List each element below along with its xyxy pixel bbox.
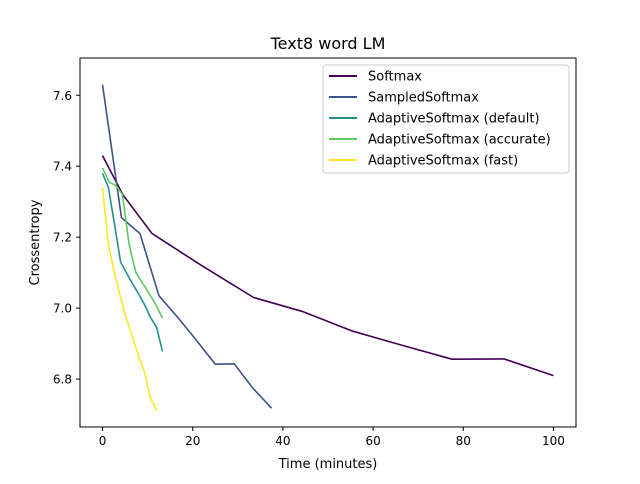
legend-label-4: AdaptiveSoftmax (fast)	[368, 154, 518, 169]
x-tick-label-5: 100	[542, 434, 565, 448]
x-tick-label-2: 40	[275, 434, 290, 448]
series-line-4	[101, 187, 158, 412]
y-tick-label-2: 7.2	[53, 231, 72, 245]
series-line-0	[101, 155, 554, 377]
x-axis-label: Time (minutes)	[278, 457, 378, 472]
y-tick-label-0: 6.8	[53, 373, 72, 387]
lines-layer	[101, 84, 554, 412]
series-line-1	[101, 84, 273, 409]
chart-title: Text8 word LM	[270, 34, 386, 53]
x-tick-label-1: 20	[185, 434, 200, 448]
y-axis-label: Crossentropy	[28, 199, 43, 285]
y-ticks: 6.8 7.0 7.2 7.4 7.6	[53, 89, 80, 387]
plot-frame	[79, 57, 577, 428]
y-tick-label-1: 7.0	[53, 302, 72, 316]
y-tick-label-3: 7.4	[53, 160, 72, 174]
x-tick-label-3: 60	[365, 434, 380, 448]
legend-box	[322, 64, 570, 174]
series-line-2	[101, 172, 164, 352]
x-ticks: 0 20 40 60 80 100	[99, 427, 565, 448]
legend-label-2: AdaptiveSoftmax (default)	[368, 112, 540, 127]
x-tick-label-0: 0	[99, 434, 107, 448]
x-tick-label-4: 80	[456, 434, 471, 448]
legend: Softmax SampledSoftmax AdaptiveSoftmax (de…	[322, 64, 570, 174]
series-line-3	[101, 167, 164, 319]
legend-label-3: AdaptiveSoftmax (accurate)	[368, 133, 551, 148]
y-tick-label-4: 7.6	[53, 89, 72, 103]
legend-label-0: Softmax	[368, 70, 422, 85]
legend-label-1: SampledSoftmax	[368, 91, 479, 106]
